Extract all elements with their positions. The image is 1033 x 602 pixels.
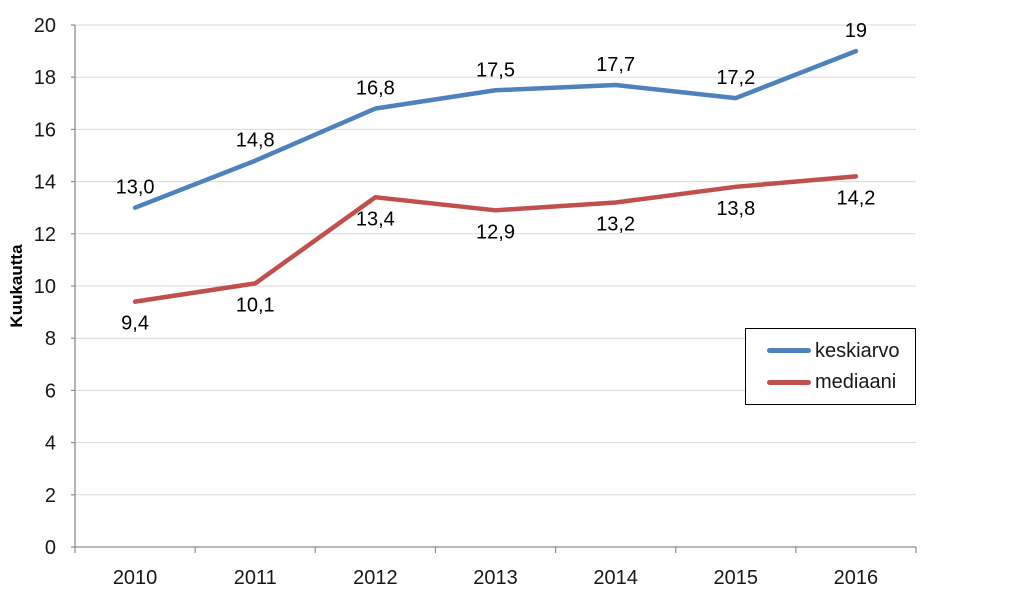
data-label-mediaani: 9,4: [121, 313, 149, 335]
y-tick-label: 14: [34, 172, 56, 194]
data-label-keskiarvo: 19: [845, 20, 867, 42]
x-tick-label: 2013: [473, 567, 518, 589]
y-tick-label: 10: [34, 276, 56, 298]
y-tick-label: 20: [34, 15, 56, 37]
y-tick-label: 16: [34, 119, 56, 141]
y-tick-label: 12: [34, 224, 56, 246]
x-tick-label: 2015: [714, 567, 759, 589]
data-label-keskiarvo: 17,7: [596, 54, 635, 76]
data-label-mediaani: 13,4: [356, 208, 395, 230]
y-tick-label: 18: [34, 67, 56, 89]
x-tick-label: 2011: [234, 567, 277, 589]
y-axis-title: Kuukautta: [7, 244, 26, 328]
data-label-keskiarvo: 17,2: [716, 67, 755, 89]
series-line-mediaani: [132, 174, 859, 304]
y-tick-label: 6: [45, 380, 56, 402]
series-line-keskiarvo: [132, 48, 859, 210]
data-label-mediaani: 13,8: [716, 198, 755, 220]
legend-label-mediaani: mediaani: [815, 371, 897, 394]
y-tick-label: 2: [45, 485, 56, 507]
x-tick-label: 2016: [834, 567, 879, 589]
legend-item-keskiarvo[interactable]: keskiarvo: [767, 341, 915, 361]
keskiarvo-line-swatch: [767, 348, 811, 354]
legend-label-keskiarvo: keskiarvo: [815, 339, 900, 362]
legend[interactable]: keskiarvo mediaani: [745, 328, 916, 405]
mediaani-line-swatch: [767, 379, 811, 385]
y-tick-label: 4: [45, 433, 56, 455]
data-label-keskiarvo: 14,8: [236, 130, 275, 152]
data-label-keskiarvo: 16,8: [356, 78, 395, 100]
data-label-mediaani: 14,2: [836, 187, 875, 209]
y-tick-label: 8: [45, 328, 56, 350]
data-label-keskiarvo: 17,5: [476, 59, 515, 81]
x-tick-label: 2012: [353, 567, 398, 589]
data-label-mediaani: 12,9: [476, 221, 515, 243]
data-label-mediaani: 13,2: [596, 213, 635, 235]
y-tick-label: 0: [45, 537, 56, 559]
data-label-keskiarvo: 13,0: [116, 177, 155, 199]
legend-item-mediaani[interactable]: mediaani: [767, 372, 915, 392]
data-label-mediaani: 10,1: [236, 294, 275, 316]
x-tick-label: 2014: [593, 567, 638, 589]
x-tick-label: 2010: [113, 567, 158, 589]
